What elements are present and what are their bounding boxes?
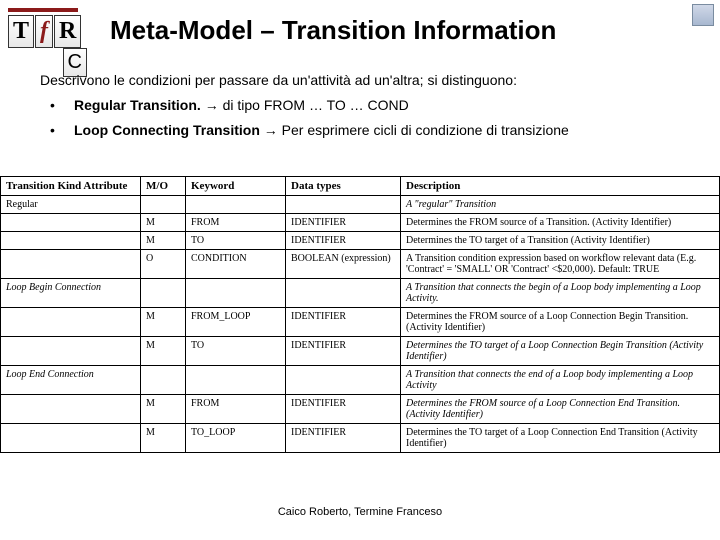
intro-text: Descrivono le condizioni per passare da … bbox=[40, 70, 700, 91]
cell-keyword: TO bbox=[186, 232, 286, 250]
cell-types: IDENTIFIER bbox=[286, 308, 401, 337]
intro-block: Descrivono le condizioni per passare da … bbox=[40, 70, 700, 141]
table-row: MTOIDENTIFIERDetermines the TO target of… bbox=[1, 337, 720, 366]
cell-types: IDENTIFIER bbox=[286, 395, 401, 424]
cell-types: IDENTIFIER bbox=[286, 424, 401, 453]
cell-mo: M bbox=[141, 308, 186, 337]
col-header: Description bbox=[401, 177, 720, 196]
table-row: MTOIDENTIFIERDetermines the TO target of… bbox=[1, 232, 720, 250]
transition-table: Transition Kind Attribute M/O Keyword Da… bbox=[0, 176, 720, 540]
cell-kind bbox=[1, 424, 141, 453]
table-header-row: Transition Kind Attribute M/O Keyword Da… bbox=[1, 177, 720, 196]
cell-kind bbox=[1, 308, 141, 337]
cell-keyword: TO bbox=[186, 337, 286, 366]
cell-mo bbox=[141, 366, 186, 395]
cell-kind: Loop Begin Connection bbox=[1, 279, 141, 308]
cell-kind bbox=[1, 395, 141, 424]
cell-types bbox=[286, 366, 401, 395]
cell-desc: A "regular" Transition bbox=[401, 196, 720, 214]
table-row: Regular A "regular" Transition bbox=[1, 196, 720, 214]
cell-mo bbox=[141, 279, 186, 308]
cell-kind bbox=[1, 214, 141, 232]
col-header: M/O bbox=[141, 177, 186, 196]
footer-credit: Caico Roberto, Termine Franceso bbox=[0, 506, 720, 518]
cell-types bbox=[286, 279, 401, 308]
cell-types: IDENTIFIER bbox=[286, 232, 401, 250]
cell-kind bbox=[1, 232, 141, 250]
cell-types: BOOLEAN (expression) bbox=[286, 250, 401, 279]
cell-kind: Loop End Connection bbox=[1, 366, 141, 395]
table-row: MFROMIDENTIFIERDetermines the FROM sourc… bbox=[1, 214, 720, 232]
cell-mo: M bbox=[141, 214, 186, 232]
table-row: MFROM_LOOPIDENTIFIERDetermines the FROM … bbox=[1, 308, 720, 337]
page-title: Meta-Model – Transition Information bbox=[110, 15, 556, 46]
cell-types bbox=[286, 196, 401, 214]
cell-keyword: CONDITION bbox=[186, 250, 286, 279]
cell-mo bbox=[141, 196, 186, 214]
cell-desc: Determines the FROM source of a Loop Con… bbox=[401, 308, 720, 337]
table-row: Loop End Connection A Transition that con… bbox=[1, 366, 720, 395]
cell-keyword: FROM_LOOP bbox=[186, 308, 286, 337]
cell-desc: Determines the TO target of a Loop Conne… bbox=[401, 337, 720, 366]
table-row: Loop Begin Connection A Transition that c… bbox=[1, 279, 720, 308]
cell-mo: M bbox=[141, 232, 186, 250]
cell-desc: Determines the FROM source of a Loop Con… bbox=[401, 395, 720, 424]
cell-kind: Regular bbox=[1, 196, 141, 214]
cell-mo: M bbox=[141, 395, 186, 424]
table-row: MTO_LOOPIDENTIFIERDetermines the TO targ… bbox=[1, 424, 720, 453]
cell-desc: Determines the FROM source of a Transiti… bbox=[401, 214, 720, 232]
cell-keyword bbox=[186, 366, 286, 395]
cell-kind bbox=[1, 337, 141, 366]
cell-types: IDENTIFIER bbox=[286, 337, 401, 366]
bullet-item: • Loop Connecting Transition → Per espri… bbox=[40, 120, 700, 141]
cell-mo: M bbox=[141, 424, 186, 453]
expand-icon[interactable] bbox=[692, 4, 714, 26]
cell-desc: Determines the TO target of a Transition… bbox=[401, 232, 720, 250]
cell-desc: A Transition condition expression based … bbox=[401, 250, 720, 279]
cell-types: IDENTIFIER bbox=[286, 214, 401, 232]
cell-keyword: FROM bbox=[186, 214, 286, 232]
cell-kind bbox=[1, 250, 141, 279]
cell-desc: Determines the TO target of a Loop Conne… bbox=[401, 424, 720, 453]
col-header: Data types bbox=[286, 177, 401, 196]
cell-keyword bbox=[186, 279, 286, 308]
bullet-item: • Regular Transition. → di tipo FROM … T… bbox=[40, 95, 700, 116]
col-header: Keyword bbox=[186, 177, 286, 196]
table-row: OCONDITIONBOOLEAN (expression)A Transiti… bbox=[1, 250, 720, 279]
cell-keyword: FROM bbox=[186, 395, 286, 424]
cell-keyword bbox=[186, 196, 286, 214]
logo: T f R C bbox=[8, 8, 88, 58]
table-row: MFROMIDENTIFIERDetermines the FROM sourc… bbox=[1, 395, 720, 424]
cell-mo: O bbox=[141, 250, 186, 279]
cell-mo: M bbox=[141, 337, 186, 366]
cell-keyword: TO_LOOP bbox=[186, 424, 286, 453]
col-header: Transition Kind Attribute bbox=[1, 177, 141, 196]
cell-desc: A Transition that connects the end of a … bbox=[401, 366, 720, 395]
cell-desc: A Transition that connects the begin of … bbox=[401, 279, 720, 308]
